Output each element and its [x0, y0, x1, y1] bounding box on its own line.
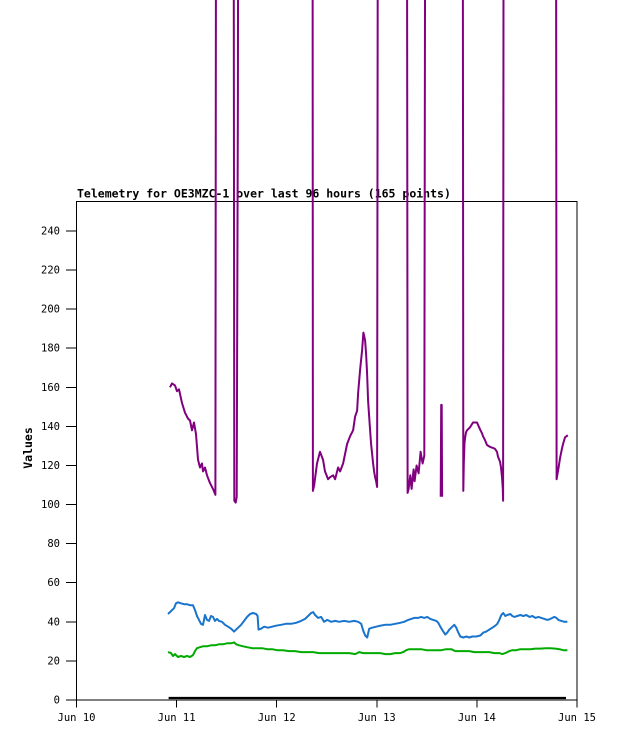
series-line-channel-purple	[311, 0, 379, 492]
y-axis-tick-label: 20	[47, 655, 60, 667]
y-axis-tick-label: 60	[47, 577, 60, 589]
series-line-channel-purple	[169, 0, 217, 496]
y-axis-tick-label: 160	[41, 382, 60, 394]
y-axis-tick-label: 80	[47, 538, 60, 550]
series-lines	[167, 0, 569, 700]
series-line-channel-purple	[406, 0, 427, 494]
y-axis-tick-label: 200	[41, 304, 60, 316]
y-axis-tick-label: 120	[41, 460, 60, 472]
y-axis: 0 20 40 60 80 100 120 140 160 180 200 220 240	[41, 225, 77, 707]
y-axis-tick-label: 100	[41, 499, 60, 511]
y-axis-tick-label: 220	[41, 265, 60, 277]
y-axis-tick-label: 180	[41, 343, 60, 355]
series-line-channel-purple	[555, 0, 569, 481]
series-line-channel-purple	[232, 0, 240, 504]
y-axis-tick-label: 240	[41, 225, 60, 237]
series-line-channel-green	[167, 641, 568, 658]
series-line-channel-purple	[461, 0, 505, 502]
y-axis-tick-label: 0	[54, 695, 60, 707]
x-axis-tick-label: Jun 14	[458, 712, 496, 724]
series-line-channel-blue	[167, 601, 568, 639]
x-axis: Jun 10 Jun 11 Jun 12 Jun 13 Jun 14 Jun 15	[58, 700, 596, 724]
plot-border	[76, 201, 578, 701]
y-axis-title: Values	[21, 427, 35, 469]
x-axis-tick-label: Jun 15	[558, 712, 596, 724]
x-axis-tick-label: Jun 11	[158, 712, 196, 724]
x-axis-tick-label: Jun 13	[358, 712, 396, 724]
chart-title: Telemetry for OE3MZC-1 over last 96 hour…	[77, 187, 451, 201]
x-axis-tick-label: Jun 10	[58, 712, 96, 724]
series-line-channel-purple	[439, 403, 444, 497]
y-axis-tick-label: 40	[47, 616, 60, 628]
x-axis-tick-label: Jun 12	[258, 712, 296, 724]
y-axis-tick-label: 140	[41, 421, 60, 433]
